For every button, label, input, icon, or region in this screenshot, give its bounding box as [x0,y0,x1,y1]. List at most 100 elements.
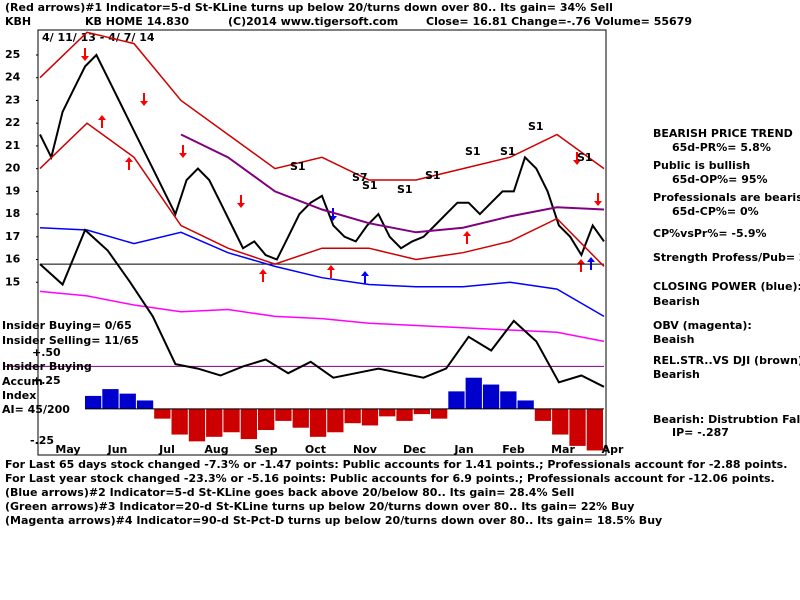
left-panel-text: Accum [2,375,43,388]
series-line [39,290,605,343]
accum-bar [534,408,552,421]
accum-bar [482,384,500,409]
accum-bar [448,391,465,409]
x-tick-label: Jun [107,443,128,456]
chart-title: KB HOME 14.830 [85,15,189,28]
series-line [180,133,605,234]
header: (Red arrows)#1 Indicator=5-d St-KLine tu… [5,1,613,14]
footer-text: (Magenta arrows)#4 Indicator=90-d St-Pct… [5,514,662,527]
annotation: S1 [397,183,413,196]
right-panel-text: Bearish: Distrubtion Falling [653,413,800,426]
y-tick-label: 25 [5,48,20,61]
y-tick-label: 18 [5,207,20,220]
accum-bar [275,408,292,421]
right-panel-text: BEARISH PRICE TREND [653,127,793,140]
x-tick-label: Apr [602,443,624,456]
y-tick-label: 20 [5,162,21,175]
x-tick-label: Jul [158,443,175,456]
accum-bar [586,408,603,451]
accum-bar [569,408,586,446]
left-panel-text: -.25 [30,434,54,447]
accum-bar [154,408,171,419]
left-panel-text: Insider Buying= 0/65 [2,319,132,332]
ticker: KBH [5,15,31,28]
accum-bar [102,389,119,409]
accum-bar [344,408,361,424]
footer-text: For Last 65 days stock changed -7.3% or … [5,458,787,471]
right-panel-text: Beaish [653,333,694,346]
left-panel-text: Index [2,389,36,402]
right-panel-text: REL.STR..VS DJI (brown) [653,354,800,367]
y-tick-label: 15 [5,275,20,288]
x-tick-label: Sep [254,443,277,456]
buy-arrow [125,157,133,170]
y-tick-label: 23 [5,93,20,106]
right-panel-text: OBV (magenta): [653,319,752,332]
x-tick-label: Nov [353,443,378,456]
y-tick-label: 16 [5,253,21,266]
buy-arrow [327,265,335,278]
accum-bar [413,408,430,415]
x-tick-label: Aug [204,443,228,456]
accum-bar [223,408,240,433]
right-panel-text: CP%vsPr%= -5.9% [653,227,767,240]
arrows [81,48,602,282]
accum-bar [552,408,569,435]
x-tick-label: Mar [551,443,575,456]
sell-arrow [81,48,89,61]
series-line [39,31,605,181]
date-range: 4/ 11/ 13 - 4/ 7/ 14 [42,31,155,44]
right-panel-text: IP= -.287 [672,426,729,439]
sell-arrow [594,193,602,206]
footer-text: For Last year stock changed -23.3% or -5… [5,472,775,485]
sell-arrow [179,145,187,158]
y-tick-label: 17 [5,230,20,243]
annotation: S7 [352,171,368,184]
accum-bar [465,377,482,409]
right-panel-text: CLOSING POWER (blue): [653,280,800,293]
accum-bar [85,395,102,409]
series-line [39,228,605,388]
y-tick-label: 19 [5,184,20,197]
x-tick-label: Dec [403,443,426,456]
accum-bar [240,408,257,440]
right-panel-text: Bearish [653,368,700,381]
accum-bar [188,408,206,442]
y-tick-label: 21 [5,139,20,152]
left-panel-text: AI= 45/200 [2,403,70,416]
x-tick-label: Feb [502,443,525,456]
right-panel-text: 65d-OP%= 95% [672,173,768,186]
accum-bar [136,400,154,409]
series-line [39,226,605,318]
plot-frame [37,29,607,456]
right-panel-text: 65d-CP%= 0% [672,205,759,218]
sell-arrow [573,152,581,165]
annotation: S1 [577,151,593,164]
accum-bar [396,408,413,421]
quote: Close= 16.81 Change=-.76 Volume= 55679 [426,15,692,28]
right-panel-text: Strength Profess/Pub= 2 [653,251,800,264]
buy-arrow [361,271,369,284]
annotation: S1 [465,145,481,158]
left-panel-text: Insider Buying [2,360,92,373]
buy-arrow [463,231,471,244]
accum-bar [206,408,223,437]
accum-bar [292,408,309,428]
sell-arrow [140,93,148,106]
series-line [39,53,605,261]
left-panel-text: Insider Selling= 11/65 [2,334,139,347]
annotation: S1 [362,179,378,192]
accum-bar [327,408,344,433]
annotation: S1 [528,120,544,133]
right-panel-text: Bearish [653,295,700,308]
left-panel-text: +.25 [32,374,61,387]
x-tick-label: Jan [453,443,473,456]
accum-bar [258,408,275,430]
y-tick-label: 22 [5,116,20,129]
accum-bar [431,408,448,419]
buy-arrow [587,257,595,270]
right-panel-text: Public is bullish [653,159,750,172]
accum-bar [309,408,327,437]
annotation: S1 [500,145,516,158]
